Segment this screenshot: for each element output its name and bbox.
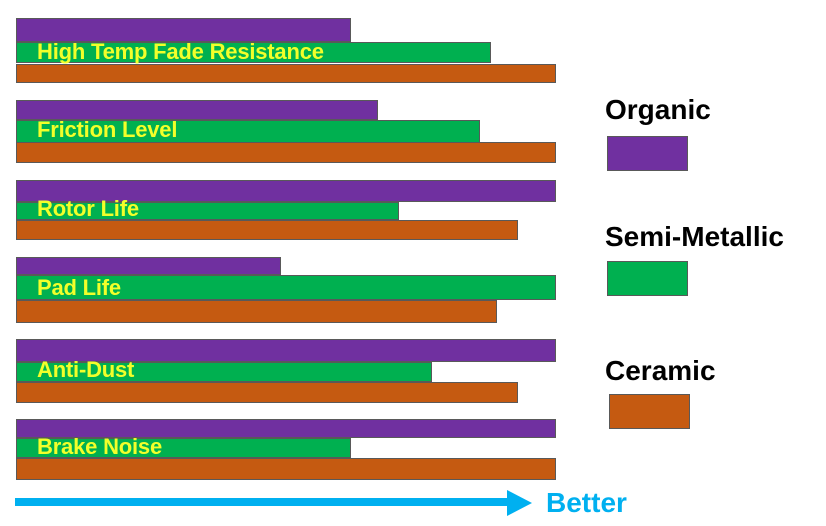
- bar-organic: [16, 257, 281, 275]
- better-axis-label: Better: [546, 487, 627, 518]
- legend-label: Semi-Metallic: [605, 221, 784, 252]
- bar-semi-metallic: [16, 42, 491, 63]
- category-label: Anti-Dust: [37, 357, 135, 382]
- category-label: High Temp Fade Resistance: [37, 39, 324, 64]
- bar-semi-metallic: [16, 275, 556, 300]
- bar-semi-metallic: [16, 438, 351, 458]
- bar-organic: [16, 419, 556, 438]
- legend-label: Ceramic: [605, 355, 716, 386]
- bar-ceramic: [16, 382, 518, 403]
- category-label: Rotor Life: [37, 196, 139, 221]
- better-arrow-head-icon: [507, 490, 532, 516]
- bar-ceramic: [16, 142, 556, 163]
- bar-ceramic: [16, 300, 497, 323]
- legend-swatch: [607, 136, 688, 171]
- bar-organic: [16, 100, 378, 120]
- better-arrow-shaft: [15, 498, 510, 506]
- bar-semi-metallic: [16, 362, 432, 382]
- bar-organic: [16, 18, 351, 42]
- bar-organic: [16, 339, 556, 362]
- bar-semi-metallic: [16, 202, 399, 220]
- legend-swatch: [609, 394, 690, 429]
- bar-ceramic: [16, 458, 556, 480]
- bar-ceramic: [16, 220, 518, 240]
- bar-organic: [16, 180, 556, 202]
- legend-swatch: [607, 261, 688, 296]
- category-label: Brake Noise: [37, 434, 162, 459]
- bar-ceramic: [16, 64, 556, 83]
- category-label: Pad Life: [37, 275, 121, 300]
- legend-label: Organic: [605, 94, 711, 125]
- category-label: Friction Level: [37, 117, 178, 142]
